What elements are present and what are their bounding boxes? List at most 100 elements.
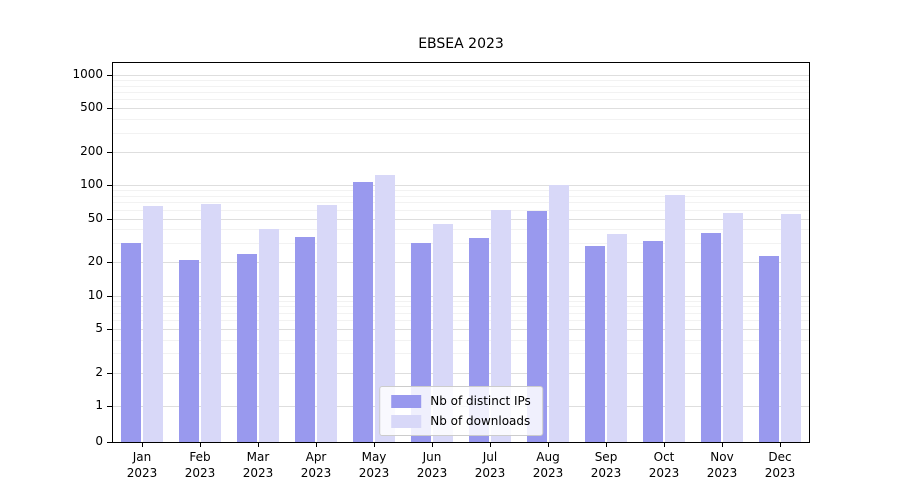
minor-gridline: [113, 80, 809, 81]
bar-downloads: [549, 185, 569, 442]
y-tick-label: 1000: [72, 67, 103, 81]
x-tick-label: Jul 2023: [474, 450, 506, 480]
minor-gridline: [113, 99, 809, 100]
x-tick-label: Nov 2023: [706, 450, 738, 480]
bar-distinct-ips: [585, 246, 605, 442]
x-tick-mark: [316, 442, 317, 447]
y-tick-mark: [107, 262, 112, 263]
x-tick-mark: [374, 442, 375, 447]
minor-gridline: [113, 190, 809, 191]
major-gridline: [113, 262, 809, 263]
bar-distinct-ips: [179, 260, 199, 442]
bar-distinct-ips: [121, 243, 141, 442]
minor-gridline: [113, 243, 809, 244]
legend-item-distinct-ips: Nb of distinct IPs: [391, 394, 531, 408]
chart-title: EBSEA 2023: [418, 36, 504, 52]
bar-downloads: [259, 229, 279, 442]
y-tick-mark: [107, 108, 112, 109]
x-tick-mark: [142, 442, 143, 447]
legend-item-downloads: Nb of downloads: [391, 414, 531, 428]
plot-area: Nb of distinct IPs Nb of downloads: [112, 62, 810, 443]
minor-gridline: [113, 301, 809, 302]
minor-gridline: [113, 340, 809, 341]
major-gridline: [113, 185, 809, 186]
major-gridline: [113, 219, 809, 220]
y-tick-mark: [107, 442, 112, 443]
bar-downloads: [723, 213, 743, 442]
bar-downloads: [491, 210, 511, 442]
bar-downloads: [375, 175, 395, 442]
y-tick-mark: [107, 296, 112, 297]
x-tick-label: Apr 2023: [300, 450, 332, 480]
minor-gridline: [113, 229, 809, 230]
y-tick-mark: [107, 373, 112, 374]
bar-distinct-ips: [353, 182, 373, 442]
minor-gridline: [113, 119, 809, 120]
y-tick-mark: [107, 75, 112, 76]
y-tick-label: 100: [80, 177, 103, 191]
y-tick-label: 20: [87, 254, 103, 268]
minor-gridline: [113, 86, 809, 87]
y-tick-label: 500: [80, 100, 103, 114]
x-tick-label: Oct 2023: [648, 450, 680, 480]
x-tick-label: Aug 2023: [532, 450, 564, 480]
y-tick-label: 10: [87, 288, 103, 302]
x-tick-mark: [258, 442, 259, 447]
major-gridline: [113, 373, 809, 374]
y-tick-mark: [107, 329, 112, 330]
bar-distinct-ips: [237, 254, 257, 442]
x-tick-label: Feb 2023: [184, 450, 216, 480]
x-tick-label: Dec 2023: [764, 450, 796, 480]
x-tick-label: Sep 2023: [590, 450, 622, 480]
x-tick-mark: [548, 442, 549, 447]
minor-gridline: [113, 320, 809, 321]
x-tick-mark: [432, 442, 433, 447]
minor-gridline: [113, 196, 809, 197]
bar-downloads: [607, 234, 627, 442]
minor-gridline: [113, 306, 809, 307]
y-tick-mark: [107, 406, 112, 407]
bar-downloads: [317, 205, 337, 442]
bar-downloads: [201, 204, 221, 442]
major-gridline: [113, 75, 809, 76]
bar-distinct-ips: [643, 241, 663, 442]
x-tick-label: May 2023: [358, 450, 390, 480]
legend: Nb of distinct IPs Nb of downloads: [379, 386, 543, 436]
x-tick-mark: [490, 442, 491, 447]
y-tick-label: 200: [80, 144, 103, 158]
legend-label-downloads: Nb of downloads: [430, 414, 531, 428]
minor-gridline: [113, 353, 809, 354]
x-tick-mark: [200, 442, 201, 447]
minor-gridline: [113, 210, 809, 211]
legend-swatch-downloads: [391, 414, 422, 428]
y-tick-label: 50: [87, 211, 103, 225]
y-tick-label: 0: [95, 434, 103, 448]
major-gridline: [113, 296, 809, 297]
y-tick-mark: [107, 152, 112, 153]
bar-distinct-ips: [295, 237, 315, 442]
bar-distinct-ips: [759, 256, 779, 442]
y-tick-mark: [107, 219, 112, 220]
y-tick-label: 1: [95, 398, 103, 412]
minor-gridline: [113, 133, 809, 134]
minor-gridline: [113, 92, 809, 93]
x-tick-label: Jan 2023: [126, 450, 158, 480]
y-tick-label: 2: [95, 365, 103, 379]
x-tick-label: Jun 2023: [416, 450, 448, 480]
minor-gridline: [113, 313, 809, 314]
legend-swatch-distinct-ips: [391, 394, 422, 408]
legend-label-distinct-ips: Nb of distinct IPs: [430, 394, 531, 408]
bar-distinct-ips: [701, 233, 721, 442]
x-tick-mark: [722, 442, 723, 447]
major-gridline: [113, 152, 809, 153]
bar-distinct-ips: [527, 211, 547, 442]
x-tick-mark: [780, 442, 781, 447]
bar-downloads: [665, 195, 685, 442]
bar-downloads: [781, 214, 801, 442]
x-tick-mark: [664, 442, 665, 447]
major-gridline: [113, 329, 809, 330]
bar-downloads: [143, 206, 163, 442]
x-tick-mark: [606, 442, 607, 447]
minor-gridline: [113, 202, 809, 203]
major-gridline: [113, 108, 809, 109]
